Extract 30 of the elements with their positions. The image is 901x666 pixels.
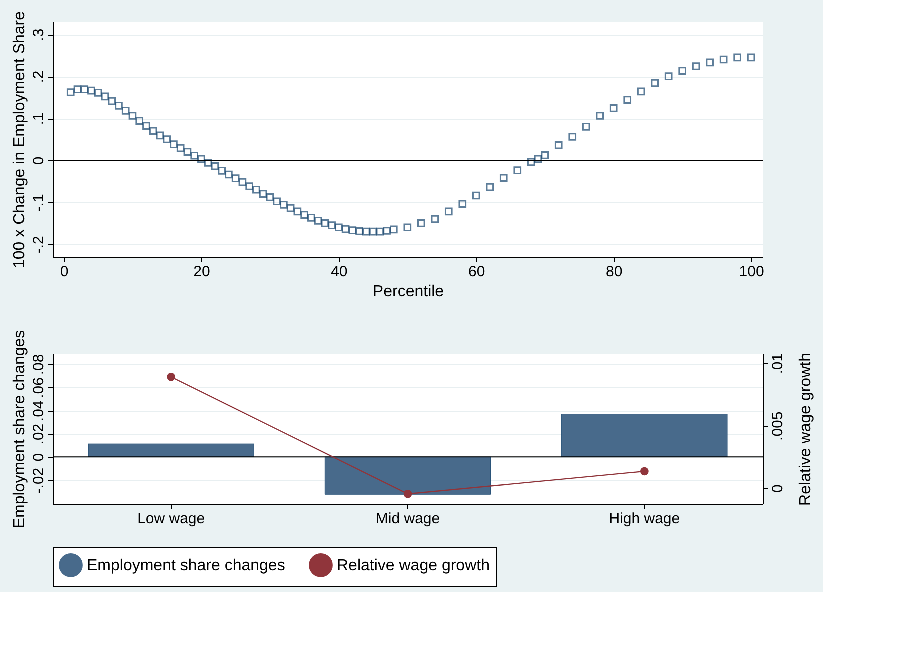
y2-tick-label: .01: [770, 353, 786, 374]
x-axis-title: Percentile: [372, 284, 444, 300]
y-tick-label: 0: [30, 156, 48, 166]
y2-tick-label: .005: [770, 412, 786, 441]
y-axis-title: Employment share changes: [12, 330, 28, 529]
legend-label: Employment share changes: [87, 557, 286, 574]
y-tick-label: .1: [30, 112, 48, 126]
y-tick-label: .3: [30, 28, 48, 42]
legend-label: Relative wage growth: [337, 557, 490, 574]
x-tick-label: High wage: [609, 510, 680, 528]
y-tick-label: 0: [30, 453, 48, 462]
y2-axis-title: Relative wage growth: [798, 353, 814, 506]
y2-tick-label: 0: [770, 484, 786, 494]
x-tick-label: Mid wage: [376, 510, 440, 528]
y-tick-label: .06: [30, 378, 48, 398]
y-tick-label: .02: [30, 424, 48, 445]
x-tick-label: 60: [468, 264, 486, 280]
y-axis-title: 100 x Change in Employment Share: [12, 11, 28, 269]
y-tick-label: .04: [30, 400, 48, 422]
x-tick-label: 20: [194, 264, 210, 280]
y-tick-label: -.1: [30, 194, 48, 212]
y-tick-label: -.02: [30, 468, 48, 494]
x-tick-label: Low wage: [138, 510, 206, 528]
y-tick-label: -.2: [30, 236, 48, 254]
x-tick-label: 100: [739, 264, 764, 280]
y-tick-label: .2: [30, 70, 48, 84]
y-tick-label: .08: [30, 354, 48, 376]
x-tick-label: 0: [60, 264, 69, 280]
x-tick-label: 80: [606, 264, 623, 280]
x-tick-label: 40: [331, 264, 348, 280]
